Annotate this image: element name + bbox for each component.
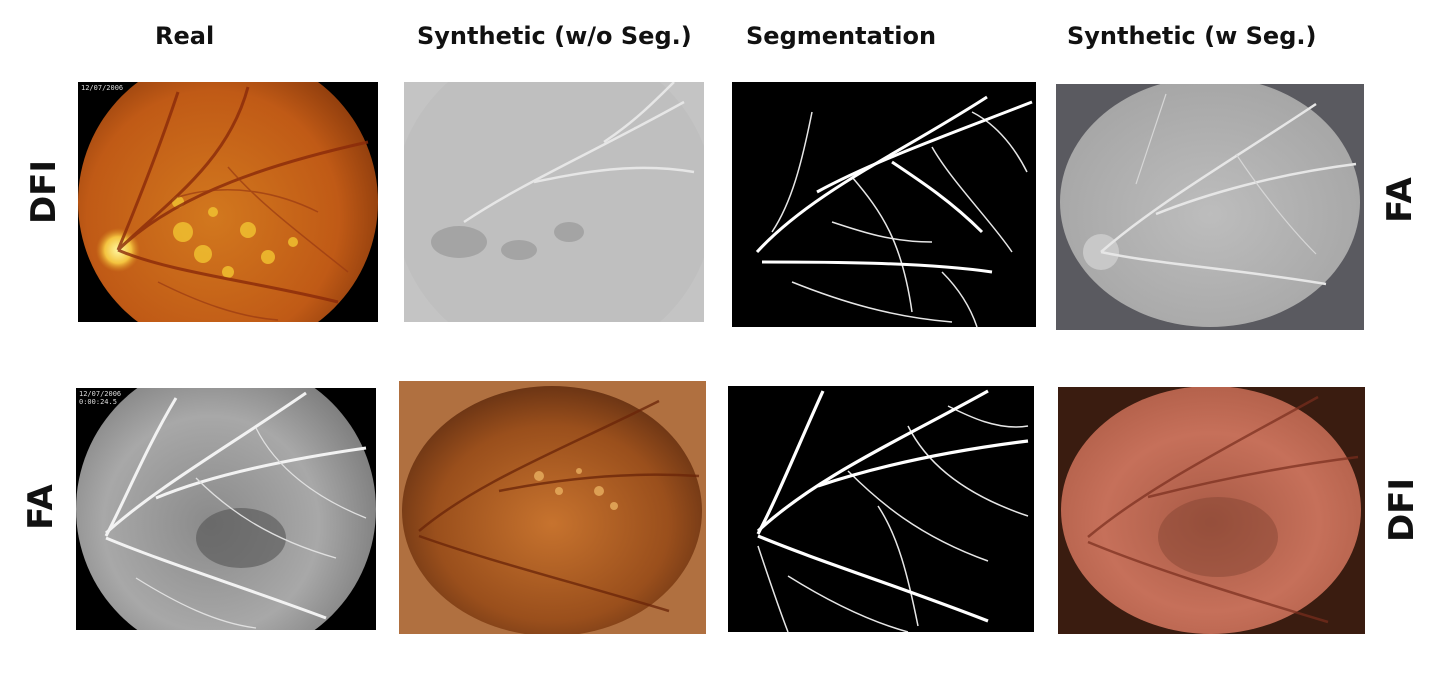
- image-segmentation-row1: [732, 82, 1036, 327]
- row-label-dfi-left: DFI: [24, 159, 65, 225]
- column-title-real: Real: [155, 22, 215, 50]
- image-synthetic-dfi-w-seg: [1058, 387, 1365, 634]
- column-title-synthetic-w-seg: Synthetic (w Seg.): [1067, 22, 1317, 50]
- image-synthetic-dfi-wo-seg: [399, 381, 706, 634]
- image-stamp: 12/07/2006 0:00:24.5: [79, 390, 121, 406]
- column-title-synthetic-wo-seg: Synthetic (w/o Seg.): [417, 22, 692, 50]
- column-title-segmentation: Segmentation: [746, 22, 937, 50]
- image-stamp: 12/07/2006: [81, 84, 124, 92]
- stamp-date: 12/07/2006: [79, 390, 122, 398]
- image-synthetic-fa-w-seg: [1056, 84, 1364, 330]
- image-real-fa: 12/07/2006 0:00:24.5: [76, 388, 376, 630]
- image-segmentation-row2: [728, 386, 1034, 632]
- row-label-fa-right: FA: [1379, 177, 1420, 223]
- image-synthetic-fa-wo-seg: [404, 82, 704, 322]
- row-label-dfi-right: DFI: [1382, 477, 1423, 543]
- stamp-time: 0:00:24.5: [79, 398, 117, 406]
- image-real-dfi: 12/07/2006: [78, 82, 378, 322]
- row-label-fa-left: FA: [20, 484, 61, 530]
